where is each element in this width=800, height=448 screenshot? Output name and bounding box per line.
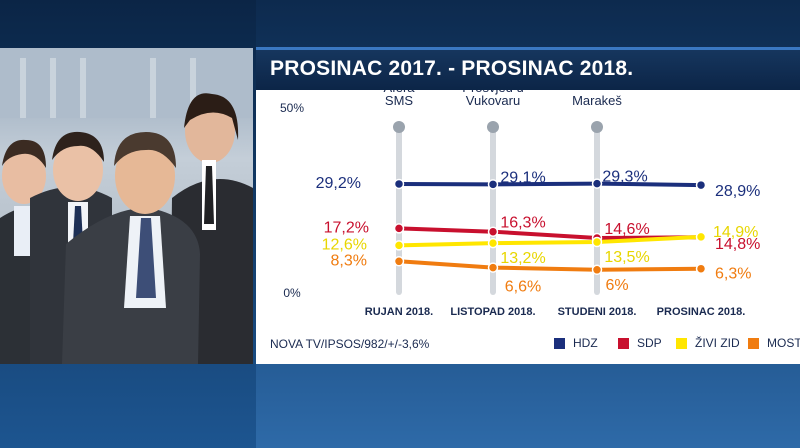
line-chart: 50% 0% AferaSMS Prosvjed uVukovaru Marakeš RU…	[280, 90, 760, 318]
data-label: 6%	[605, 277, 628, 294]
legend-item: SDP	[618, 336, 662, 350]
data-point	[487, 226, 499, 237]
series-line	[398, 234, 702, 248]
chart-title: PROSINAC 2017. - PROSINAC 2018.	[270, 57, 634, 80]
data-label: 14,6%	[604, 221, 649, 238]
event-label: Prosvjed u	[462, 90, 523, 95]
data-point	[695, 231, 707, 243]
data-label: 6,6%	[505, 279, 541, 296]
series-line	[398, 226, 702, 240]
data-point	[393, 178, 405, 190]
event-label: SMS	[385, 93, 414, 108]
data-label: 17,2%	[324, 219, 369, 236]
event-label: Marakeš	[572, 93, 622, 108]
legend-item: HDZ	[554, 336, 598, 350]
event-label: Afera	[383, 90, 415, 95]
x-tick-label: STUDENI 2018.	[558, 306, 637, 318]
data-label: 12,6%	[322, 236, 367, 253]
event-marker	[487, 121, 499, 133]
data-point	[393, 223, 405, 234]
data-label: 29,2%	[316, 175, 361, 192]
source-note: NOVA TV/IPSOS/982/+/-3,6%	[270, 337, 430, 351]
data-point	[695, 263, 707, 274]
legend-swatch	[676, 337, 687, 349]
legend-item: MOST	[748, 336, 800, 350]
data-point	[393, 256, 405, 267]
x-tick-label: PROSINAC 2018.	[657, 306, 746, 318]
event-label: Vukovaru	[466, 93, 520, 108]
data-label: 13,5%	[604, 249, 649, 266]
data-point	[487, 237, 499, 249]
x-tick-label: LISTOPAD 2018.	[450, 306, 535, 318]
legend-label: SDP	[637, 336, 662, 350]
data-label: 16,3%	[500, 215, 545, 232]
legend: HDZ SDP ŽIVI ZID MOST	[554, 336, 800, 352]
data-point	[487, 179, 499, 190]
data-label: 14,9%	[713, 224, 758, 241]
y-tick-label: 0%	[283, 286, 301, 300]
y-tick-label: 50%	[280, 101, 304, 115]
event-marker	[591, 121, 603, 133]
event-marker	[393, 121, 405, 133]
legend-label: MOST	[767, 336, 800, 350]
data-label: 29,3%	[602, 169, 647, 186]
data-label: 14,8%	[715, 236, 760, 253]
data-point	[591, 236, 603, 248]
series-line	[398, 181, 702, 188]
data-label: 13,2%	[500, 250, 545, 267]
title-bar: PROSINAC 2017. - PROSINAC 2018.	[256, 47, 800, 90]
data-label: 28,9%	[715, 183, 760, 200]
legend-item: ŽIVI ZID	[676, 336, 740, 350]
legend-swatch	[618, 337, 629, 349]
legend-swatch	[554, 337, 565, 349]
politicians-illustration	[0, 48, 253, 364]
legend-label: ŽIVI ZID	[695, 336, 740, 350]
data-point	[591, 264, 603, 276]
data-point	[695, 179, 707, 191]
series-line	[398, 259, 702, 272]
data-point	[393, 240, 405, 251]
data-point	[591, 178, 603, 189]
legend-swatch	[748, 337, 759, 349]
data-label: 6,3%	[715, 266, 751, 283]
data-label: 8,3%	[331, 252, 367, 269]
data-point	[487, 262, 499, 273]
data-label: 29,1%	[500, 169, 545, 186]
chart-panel: PROSINAC 2017. - PROSINAC 2018. 50% 0% Afe…	[256, 47, 800, 364]
x-tick-label: RUJAN 2018.	[365, 306, 433, 318]
legend-label: HDZ	[573, 336, 598, 350]
politicians-photo	[0, 48, 253, 364]
